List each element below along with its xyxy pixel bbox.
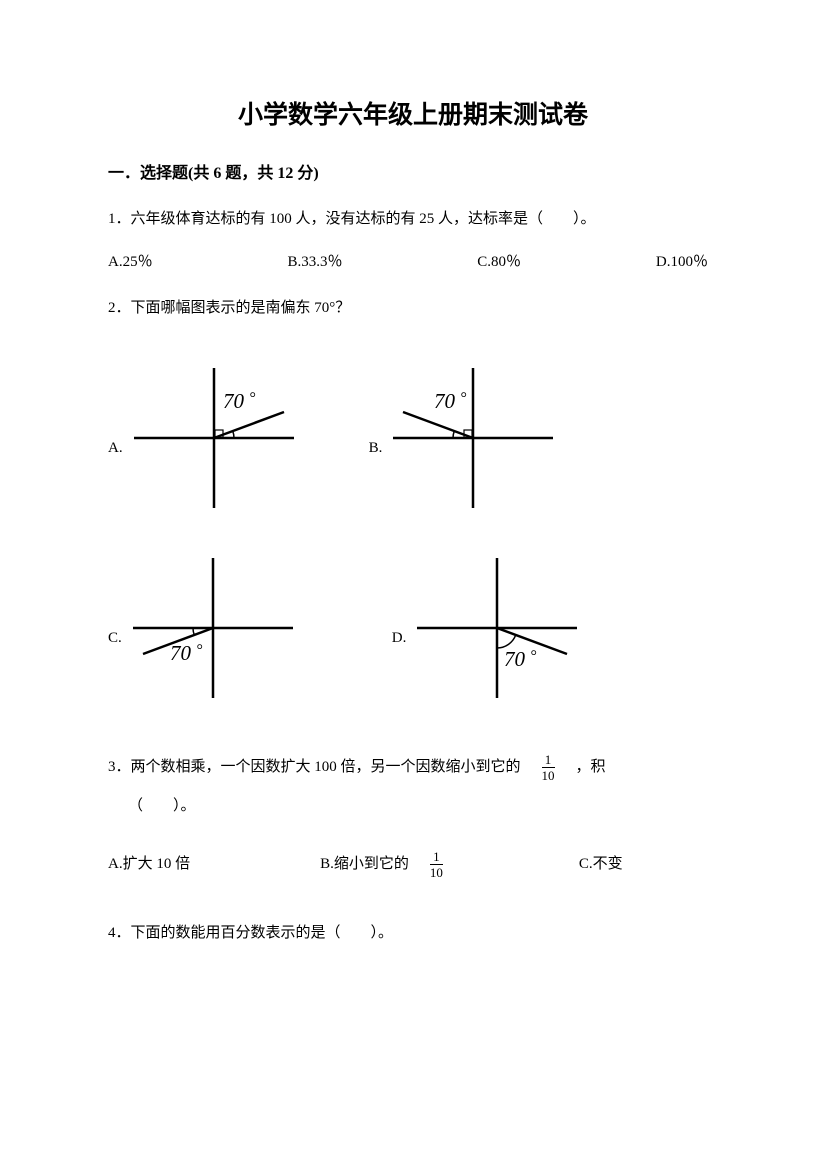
q3-option-c: C.不变: [579, 850, 623, 879]
compass-diagram-d: 70 °: [412, 553, 582, 703]
q2-label-a: A.: [108, 434, 123, 463]
q1-text: 1．六年级体育达标的有 100 人，没有达标的有 25 人，达标率是（ ）。: [108, 205, 718, 234]
svg-text:70: 70: [170, 641, 192, 665]
q2-diagram-a: A. 70 °: [108, 363, 299, 513]
question-4: 4．下面的数能用百分数表示的是（ ）。: [108, 919, 718, 948]
question-3: 3．两个数相乘，一个因数扩大 100 倍，另一个因数缩小到它的 1 10 ，积 …: [108, 753, 718, 880]
q1-option-c: C.80％: [477, 248, 521, 277]
q3-options: A.扩大 10 倍 B.缩小到它的 1 10 C.不变: [108, 850, 718, 879]
q2-row-2: C. 70 ° D. 70 °: [108, 553, 718, 703]
page-title: 小学数学六年级上册期末测试卷: [108, 95, 718, 131]
section-1-header: 一．选择题(共 6 题，共 12 分): [108, 159, 718, 183]
compass-diagram-a: 70 °: [129, 363, 299, 513]
q3-line2: （ ）。: [128, 792, 718, 821]
svg-text:70: 70: [434, 389, 456, 413]
q2-diagram-c: C. 70 °: [108, 553, 298, 703]
q1-options: A.25％ B.33.3％ C.80％ D.100％: [108, 248, 718, 277]
q3-fraction-1: 1 10: [542, 753, 555, 782]
q3-b-num: 1: [433, 850, 440, 864]
q3-option-b: B.缩小到它的 1 10: [320, 850, 449, 879]
q4-text: 4．下面的数能用百分数表示的是（ ）。: [108, 919, 718, 948]
question-1: 1．六年级体育达标的有 100 人，没有达标的有 25 人，达标率是（ ）。 A…: [108, 205, 718, 276]
q3-line1: 3．两个数相乘，一个因数扩大 100 倍，另一个因数缩小到它的 1 10 ，积: [108, 753, 718, 782]
compass-diagram-c: 70 °: [128, 553, 298, 703]
question-2: 2．下面哪幅图表示的是南偏东 70°？ A. 70 ° B.: [108, 294, 718, 703]
compass-diagram-b: 70 °: [388, 363, 558, 513]
q1-option-d: D.100％: [656, 248, 708, 277]
q2-label-d: D.: [392, 624, 407, 653]
q3-text-pre: 3．两个数相乘，一个因数扩大 100 倍，另一个因数缩小到它的: [108, 753, 536, 782]
q2-label-b: B.: [369, 434, 383, 463]
q2-text: 2．下面哪幅图表示的是南偏东 70°？: [108, 294, 718, 323]
q1-option-b: B.33.3％: [287, 248, 342, 277]
q2-diagram-d: D. 70 °: [392, 553, 583, 703]
q3-b-pre: B.缩小到它的: [320, 850, 424, 879]
q3-text-post: ，积: [561, 753, 606, 782]
q3-b-den: 10: [430, 864, 443, 879]
svg-text:°: °: [460, 390, 467, 407]
q2-row-1: A. 70 ° B. 70 °: [108, 363, 718, 513]
q2-diagram-b: B. 70 °: [369, 363, 559, 513]
svg-text:°: °: [196, 642, 203, 659]
q3-frac1-num: 1: [545, 753, 552, 767]
q3-option-a: A.扩大 10 倍: [108, 850, 190, 879]
q1-option-a: A.25％: [108, 248, 153, 277]
svg-text:°: °: [530, 648, 537, 665]
svg-text:70: 70: [504, 647, 526, 671]
q3-fraction-b: 1 10: [430, 850, 443, 879]
q2-label-c: C.: [108, 624, 122, 653]
svg-text:70: 70: [223, 389, 245, 413]
svg-text:°: °: [249, 390, 256, 407]
q3-frac1-den: 10: [542, 767, 555, 782]
